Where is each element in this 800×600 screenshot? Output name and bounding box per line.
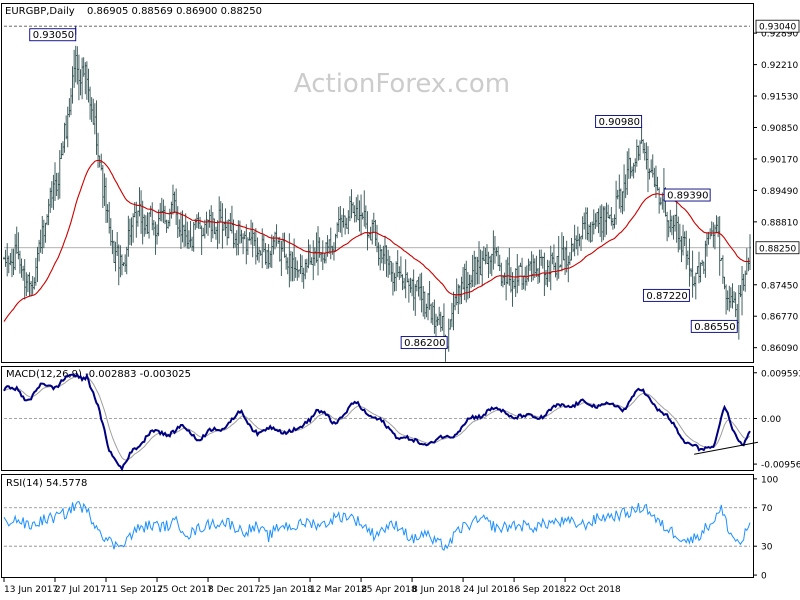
price-tick-label: 0.88810 xyxy=(761,218,798,228)
price-tick-label: 0.90170 xyxy=(761,155,798,165)
time-tick-label: 25 Apr 2018 xyxy=(361,585,417,595)
price-tick-label: 0.92210 xyxy=(761,61,798,71)
pivot-labels: 0.93050 0.90980 0.89390 0.87220 0.86550 0.862… xyxy=(29,25,738,350)
moving-average-line xyxy=(3,159,751,322)
time-tick-label: 24 Jul 2018 xyxy=(463,585,514,595)
macd-main-line xyxy=(3,373,751,472)
pivot-label: 0.89390 xyxy=(667,191,708,202)
pivot-label-box xyxy=(663,188,711,202)
rsi-line xyxy=(3,501,751,552)
price-header-symbol: EURGBP,Daily xyxy=(5,6,75,17)
price-tick-label: 0.89490 xyxy=(761,187,798,197)
time-tick-label: 22 Oct 2018 xyxy=(565,585,621,595)
time-tick-label: 25 Oct 2017 xyxy=(157,585,213,595)
pivot-label-box xyxy=(642,288,690,302)
pivot-label: 0.93050 xyxy=(33,30,74,41)
price-tick-label: 0.92890 xyxy=(761,30,798,40)
price-tick-label: 0.87450 xyxy=(761,281,798,291)
price-tick-label: 0.86770 xyxy=(761,313,798,323)
high-level-label: 0.93040 xyxy=(759,23,796,33)
price-tick-label: 0.86090 xyxy=(761,344,798,354)
moving-average-group xyxy=(3,159,751,322)
price-tick-label: 0.91530 xyxy=(761,93,798,103)
price-header-ohlc: 0.86905 0.88569 0.86900 0.88250 xyxy=(87,6,262,17)
price-axis: 0.92890 0.92210 0.91530 0.90850 0.90170 0.894… xyxy=(753,19,800,354)
macd-axis: 0.009593 0.00 -0.009562 xyxy=(753,369,800,471)
last-price-label: 0.88250 xyxy=(759,244,796,254)
ohlc-bars xyxy=(3,45,751,362)
last-price-label-box xyxy=(755,241,800,255)
macd-label: MACD(12,26,9) -0.002883 -0.003025 xyxy=(6,369,191,380)
rsi-tick-label: 100 xyxy=(761,475,778,485)
pivot-label: 0.86200 xyxy=(404,338,445,349)
pivot-label-box xyxy=(400,336,448,350)
watermark: ActionForex.com xyxy=(294,69,510,99)
ohlc-bar xyxy=(749,234,751,270)
price-panel-frame xyxy=(1,3,754,363)
rsi-tick-label: 30 xyxy=(761,543,773,553)
macd-tick-label: 0.009593 xyxy=(761,369,800,379)
time-tick-label: 25 Jan 2018 xyxy=(259,585,313,595)
macd-tick-label: -0.009562 xyxy=(761,461,800,471)
rsi-panel-frame xyxy=(1,474,754,578)
pivot-label: 0.87220 xyxy=(646,291,687,302)
rsi-lines xyxy=(3,501,751,552)
time-tick-label: 27 Jul 2017 xyxy=(55,585,106,595)
time-tick-label: 8 Dec 2017 xyxy=(208,585,260,595)
macd-lines xyxy=(3,373,759,472)
pivot-label: 0.90980 xyxy=(599,117,640,128)
time-tick-label: 11 Sep 2017 xyxy=(106,585,163,595)
rsi-tick-label: 70 xyxy=(761,504,773,514)
macd-tick-label: 0.00 xyxy=(761,415,781,425)
time-tick-label: 12 Mar 2018 xyxy=(310,585,367,595)
high-level-label-box xyxy=(755,19,800,33)
time-tick-label: 6 Sep 2018 xyxy=(514,585,566,595)
pivot-label-box xyxy=(690,319,738,333)
pivot-label: 0.86550 xyxy=(694,322,735,333)
pivot-label-box xyxy=(595,115,643,128)
rsi-label: RSI(14) 54.5778 xyxy=(6,478,87,489)
price-tick-label: 0.90850 xyxy=(761,124,798,134)
rsi-axis: 100 70 30 0 xyxy=(753,475,778,582)
time-tick-label: 8 Jun 2018 xyxy=(412,585,461,595)
time-tick-label: 13 Jun 2017 xyxy=(4,585,58,595)
macd-trendline xyxy=(694,441,759,455)
rsi-tick-label: 0 xyxy=(761,572,767,582)
